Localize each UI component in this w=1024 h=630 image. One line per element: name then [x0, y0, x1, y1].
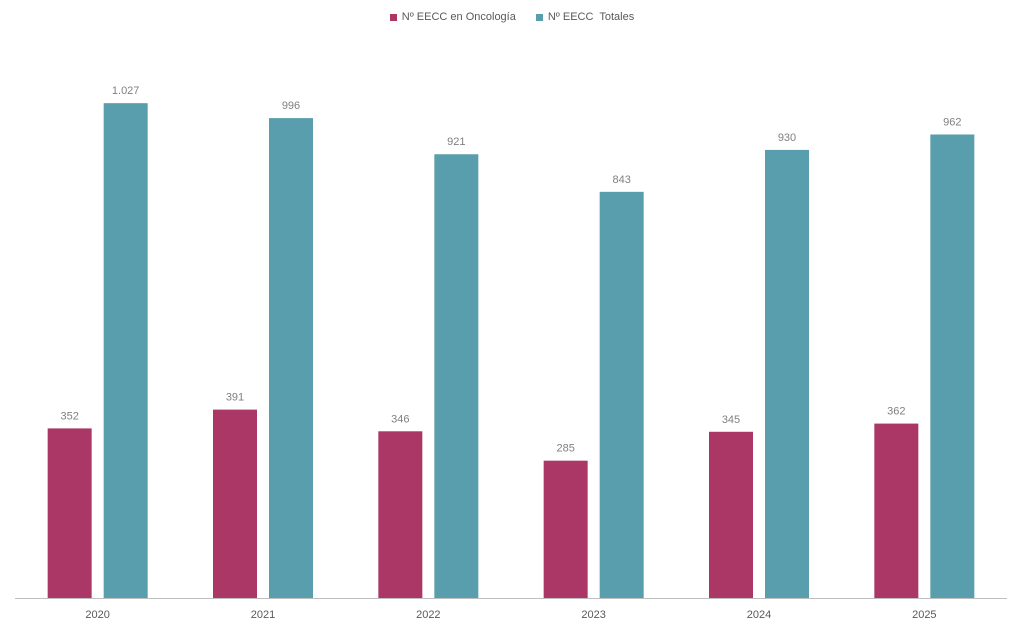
legend-label-oncologia: Nº EECC en Oncología — [401, 11, 516, 23]
bar-totales-2022 — [434, 154, 479, 598]
bar-totales-2020 — [103, 103, 148, 598]
data-label-totales-2025: 962 — [943, 116, 961, 128]
bar-totales-2025 — [930, 134, 975, 598]
data-label-totales-2023: 843 — [612, 174, 630, 186]
legend-item-totales: Nº EECC Totales — [535, 11, 635, 23]
bar-oncologia-2023 — [543, 460, 588, 598]
bar-oncologia-2022 — [378, 431, 423, 598]
bar-totales-2023 — [599, 191, 644, 598]
data-label-oncologia-2021: 391 — [226, 392, 244, 404]
data-label-totales-2022: 921 — [447, 136, 465, 148]
x-tick-label-2020: 2020 — [85, 609, 109, 621]
x-tick-label-2024: 2024 — [747, 609, 771, 621]
bar-oncologia-2021 — [213, 409, 257, 598]
legend: Nº EECC en Oncología Nº EECC Totales — [0, 11, 1024, 23]
legend-swatch-totales — [535, 13, 543, 21]
data-label-oncologia-2022: 346 — [391, 413, 409, 425]
x-tick-label-2021: 2021 — [251, 609, 275, 621]
bar-oncologia-2025 — [874, 423, 919, 598]
bar-totales-2021 — [269, 118, 313, 598]
legend-swatch-oncologia — [389, 13, 397, 21]
data-label-oncologia-2025: 362 — [887, 406, 905, 418]
data-label-oncologia-2023: 285 — [556, 443, 574, 455]
data-label-totales-2024: 930 — [778, 132, 796, 144]
bar-oncologia-2024 — [709, 431, 753, 598]
legend-label-totales: Nº EECC Totales — [547, 11, 635, 23]
x-tick-label-2025: 2025 — [912, 609, 936, 621]
x-tick-label-2022: 2022 — [416, 609, 440, 621]
data-label-totales-2021: 996 — [282, 100, 300, 112]
bar-totales-2024 — [765, 149, 809, 598]
bar-oncologia-2020 — [47, 428, 92, 598]
data-label-oncologia-2020: 352 — [60, 410, 78, 422]
data-label-totales-2020: 1.027 — [112, 85, 140, 97]
x-tick-label-2023: 2023 — [581, 609, 605, 621]
data-label-oncologia-2024: 345 — [722, 414, 740, 426]
legend-item-oncologia: Nº EECC en Oncología — [389, 11, 516, 23]
